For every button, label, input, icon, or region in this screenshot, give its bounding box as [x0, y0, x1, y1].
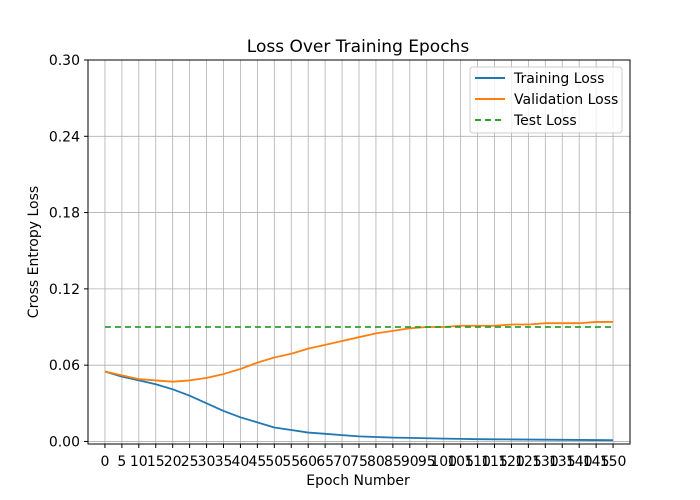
y-tick-label: 0.30: [49, 53, 80, 69]
y-tick-label: 0.06: [49, 358, 80, 374]
x-tick-label: 85: [384, 454, 402, 470]
x-tick-label: 15: [147, 454, 165, 470]
x-tick-label: 110: [464, 454, 491, 470]
x-tick-label: 10: [130, 454, 148, 470]
x-tick-label: 115: [481, 454, 508, 470]
y-tick-label: 0.00: [49, 434, 80, 450]
legend-label-validation: Validation Loss: [514, 92, 618, 108]
x-tick-label: 80: [367, 454, 385, 470]
x-tick-label: 140: [566, 454, 593, 470]
y-tick-label: 0.24: [49, 129, 80, 145]
x-tick-label: 65: [316, 454, 334, 470]
x-tick-label: 125: [515, 454, 542, 470]
x-tick-label: 50: [265, 454, 283, 470]
y-axis-label: Cross Entropy Loss: [26, 186, 42, 318]
x-tick-label: 120: [498, 454, 525, 470]
x-tick-label: 60: [299, 454, 317, 470]
legend-box: [469, 66, 623, 134]
x-tick-label: 30: [198, 454, 216, 470]
x-tick-label: 95: [418, 454, 436, 470]
x-tick-label: 130: [532, 454, 559, 470]
training-loss-line: [104, 370, 614, 442]
legend: Training Loss Validation Loss Test Loss: [469, 66, 623, 134]
legend-label-training: Training Loss: [513, 71, 604, 87]
x-tick-label: 150: [600, 454, 627, 470]
x-tick-label: 5: [117, 454, 126, 470]
x-axis-ticks: 0 5 10 15 20 25 30 35 40 45 50 55 60 65 70 75 80 85 90 9510…: [100, 444, 626, 470]
legend-label-test: Test Loss: [513, 113, 577, 129]
x-tick-label: 75: [350, 454, 368, 470]
validation-loss-line: [104, 321, 614, 383]
x-tick-label: 70: [333, 454, 351, 470]
x-tick-label: 40: [232, 454, 250, 470]
x-tick-label: 0: [100, 454, 109, 470]
x-tick-label: 100: [430, 454, 457, 470]
x-tick-label: 25: [181, 454, 199, 470]
x-tick-label: 35: [215, 454, 233, 470]
x-tick-label: 145: [583, 454, 610, 470]
y-tick-label: 0.18: [49, 206, 80, 222]
x-tick-label: 55: [282, 454, 300, 470]
y-axis-ticks: 0.00 0.06 0.12 0.18 0.24 0.30: [49, 53, 88, 450]
x-tick-label: 45: [248, 454, 266, 470]
x-tick-label: 105: [447, 454, 474, 470]
x-tick-label: 90: [401, 454, 419, 470]
chart-title: Loss Over Training Epochs: [247, 37, 470, 57]
series-lines: [104, 321, 614, 442]
x-tick-label: 135: [549, 454, 576, 470]
y-tick-label: 0.12: [49, 282, 80, 298]
grid-lines: [88, 59, 630, 444]
x-tick-label: 20: [164, 454, 182, 470]
x-axis-label: Epoch Number: [306, 473, 410, 489]
